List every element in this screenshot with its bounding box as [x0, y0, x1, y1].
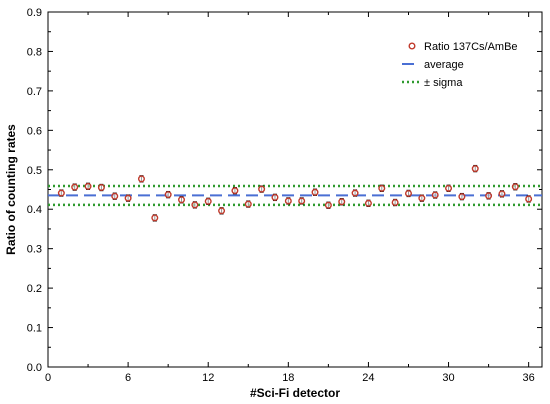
data-point — [431, 191, 439, 199]
y-axis-ticks: 0.0 0.1 0.2 0.3 0.4 0.5 0.6 0.7 0.8 0.9 — [27, 7, 542, 374]
x-tick-label: 24 — [362, 372, 374, 384]
y-tick-label: 0.0 — [27, 362, 42, 374]
x-tick-label: 12 — [202, 372, 214, 384]
x-tick-label: 36 — [523, 372, 535, 384]
data-point — [418, 194, 426, 202]
data-point — [218, 207, 226, 215]
y-tick-label: 0.6 — [27, 125, 42, 137]
x-axis-title: #Sci-Fi detector — [250, 386, 340, 400]
data-point — [164, 191, 172, 199]
data-point — [458, 193, 466, 201]
y-tick-label: 0.9 — [27, 7, 42, 19]
plot-frame — [47, 11, 543, 368]
data-point — [97, 184, 105, 192]
data-point — [311, 188, 319, 196]
data-point — [511, 183, 519, 191]
legend-label-ratio: Ratio 137Cs/AmBe — [424, 41, 518, 53]
y-tick-label: 0.3 — [27, 244, 42, 256]
data-point — [178, 196, 186, 204]
x-tick-label: 30 — [442, 372, 454, 384]
y-tick-label: 0.2 — [27, 283, 42, 295]
data-point — [244, 200, 252, 208]
data-point — [71, 183, 79, 191]
legend-label-average: average — [424, 59, 464, 71]
legend-item-average: average — [402, 59, 464, 71]
data-point — [84, 182, 92, 190]
data-point — [485, 192, 493, 200]
data-point — [111, 192, 119, 200]
legend-item-sigma: ± sigma — [402, 77, 463, 89]
data-point — [364, 199, 372, 207]
legend-item-ratio: Ratio 137Cs/AmBe — [408, 41, 518, 53]
data-point — [404, 189, 412, 197]
data-point — [57, 189, 65, 197]
y-axis-title: Ratio of counting rates — [4, 124, 18, 255]
legend-marker-ratio — [408, 42, 416, 50]
data-point — [124, 194, 132, 202]
x-tick-label: 18 — [282, 372, 294, 384]
data-point — [137, 175, 145, 183]
data-point — [338, 198, 346, 206]
data-point — [191, 201, 199, 209]
data-point — [471, 165, 479, 173]
data-point — [498, 190, 506, 198]
data-point — [284, 197, 292, 205]
x-tick-label: 0 — [45, 372, 51, 384]
data-points — [57, 164, 533, 222]
data-point — [445, 184, 453, 192]
data-point — [391, 199, 399, 207]
x-axis-ticks: 0 6 12 18 24 30 36 — [45, 12, 535, 384]
legend-label-sigma: ± sigma — [424, 77, 463, 89]
data-point — [525, 195, 533, 203]
data-point — [258, 185, 266, 193]
plot-area — [47, 11, 543, 368]
data-point — [298, 197, 306, 205]
y-tick-label: 0.8 — [27, 46, 42, 58]
data-point — [378, 184, 386, 192]
data-point — [324, 201, 332, 209]
reference-lines — [48, 184, 542, 207]
y-tick-label: 0.7 — [27, 86, 42, 98]
data-point — [271, 193, 279, 201]
data-point — [231, 187, 239, 195]
y-tick-label: 0.1 — [27, 323, 42, 335]
data-point — [151, 214, 159, 222]
y-tick-label: 0.5 — [27, 165, 42, 177]
y-tick-label: 0.4 — [27, 204, 42, 216]
x-tick-label: 6 — [125, 372, 131, 384]
data-point — [351, 189, 359, 197]
data-point — [204, 197, 212, 205]
legend: Ratio 137Cs/AmBe average ± sigma — [402, 41, 518, 89]
